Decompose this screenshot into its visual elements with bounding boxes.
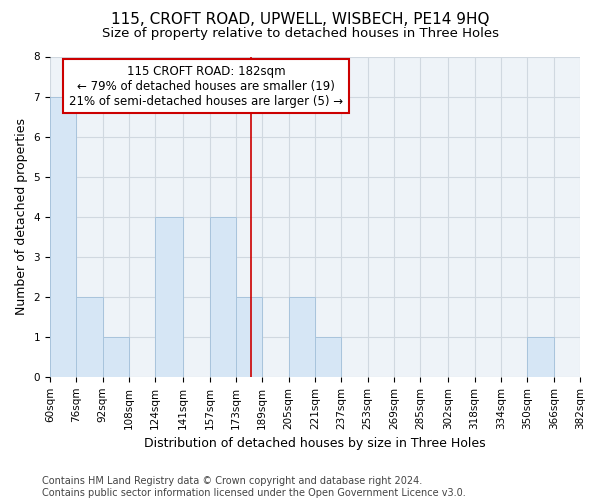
Bar <box>527 337 554 377</box>
Text: 115, CROFT ROAD, UPWELL, WISBECH, PE14 9HQ: 115, CROFT ROAD, UPWELL, WISBECH, PE14 9… <box>111 12 489 28</box>
Bar <box>103 337 129 377</box>
Text: Size of property relative to detached houses in Three Holes: Size of property relative to detached ho… <box>101 28 499 40</box>
X-axis label: Distribution of detached houses by size in Three Holes: Distribution of detached houses by size … <box>144 437 486 450</box>
Text: 115 CROFT ROAD: 182sqm
← 79% of detached houses are smaller (19)
21% of semi-det: 115 CROFT ROAD: 182sqm ← 79% of detached… <box>69 64 343 108</box>
Bar <box>315 337 341 377</box>
Bar <box>155 216 183 377</box>
Bar <box>236 296 262 377</box>
Bar <box>50 96 76 377</box>
Bar <box>289 296 315 377</box>
Bar <box>76 296 103 377</box>
Text: Contains HM Land Registry data © Crown copyright and database right 2024.
Contai: Contains HM Land Registry data © Crown c… <box>42 476 466 498</box>
Y-axis label: Number of detached properties: Number of detached properties <box>15 118 28 315</box>
Bar <box>209 216 236 377</box>
